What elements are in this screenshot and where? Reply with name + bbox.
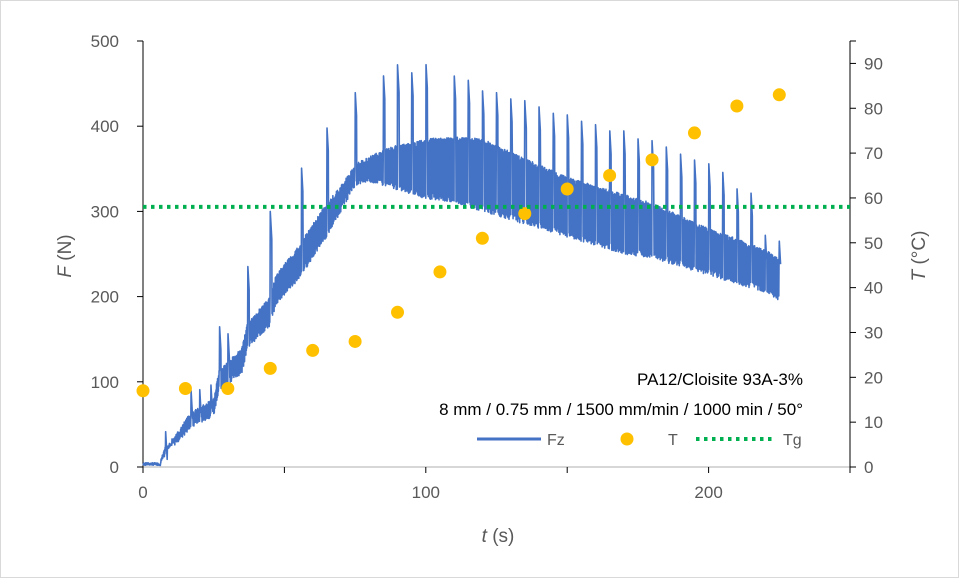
y2-axis-label: T (°C) <box>909 231 930 282</box>
legend-fz-label: Fz <box>547 432 565 449</box>
y-tick-label: 300 <box>91 202 119 221</box>
y2-tick-label: 90 <box>864 54 883 73</box>
y-tick-label: 0 <box>110 458 119 477</box>
y2-tick-label: 0 <box>864 458 873 477</box>
t-point <box>136 384 150 398</box>
y2-tick-label: 80 <box>864 99 883 118</box>
x-tick-label: 0 <box>138 483 147 502</box>
fz-line <box>142 63 782 467</box>
t-point <box>772 88 786 102</box>
annotation-line-1: PA12/Cloisite 93A-3% <box>637 370 803 389</box>
t-point <box>348 334 362 348</box>
y2-tick-label: 10 <box>864 413 883 432</box>
y2-tick-label: 30 <box>864 323 883 342</box>
t-point <box>730 99 744 113</box>
y2-tick-label: 40 <box>864 279 883 298</box>
series-t <box>136 88 786 398</box>
x-tick-label: 200 <box>694 483 722 502</box>
y2-tick-label: 50 <box>864 234 883 253</box>
legend-t-swatch <box>620 432 634 446</box>
t-point <box>560 182 574 196</box>
t-point <box>687 126 701 140</box>
y-axis-label: F (N) <box>55 234 76 277</box>
y-tick-label: 100 <box>91 373 119 392</box>
y-tick-label: 200 <box>91 288 119 307</box>
y-tick-label: 400 <box>91 117 119 136</box>
y2-tick-label: 70 <box>864 144 883 163</box>
t-point <box>475 231 489 245</box>
legend: Fz T Tg <box>477 432 802 449</box>
t-point <box>306 343 320 357</box>
annotation-line-2: 8 mm / 0.75 mm / 1500 mm/min / 1000 min … <box>439 400 803 419</box>
t-point <box>433 265 447 279</box>
y-tick-label: 500 <box>91 32 119 51</box>
t-point <box>263 361 277 375</box>
legend-tg-label: Tg <box>783 432 802 449</box>
t-point <box>221 382 235 396</box>
x-tick-label: 100 <box>412 483 440 502</box>
y2-tick-label: 20 <box>864 368 883 387</box>
x-axis-label: t (s) <box>482 526 515 547</box>
t-point <box>178 382 192 396</box>
y2-tick-label: 60 <box>864 189 883 208</box>
legend-t-label: T <box>668 432 678 449</box>
ticks: 0 100 200 0 100 200 300 400 500 0 10 20 30 40 50 60 70 80… <box>91 32 883 502</box>
t-point <box>645 153 659 167</box>
t-point <box>391 305 405 319</box>
series-fz <box>142 63 782 467</box>
t-point <box>603 169 617 183</box>
t-point <box>518 207 532 221</box>
